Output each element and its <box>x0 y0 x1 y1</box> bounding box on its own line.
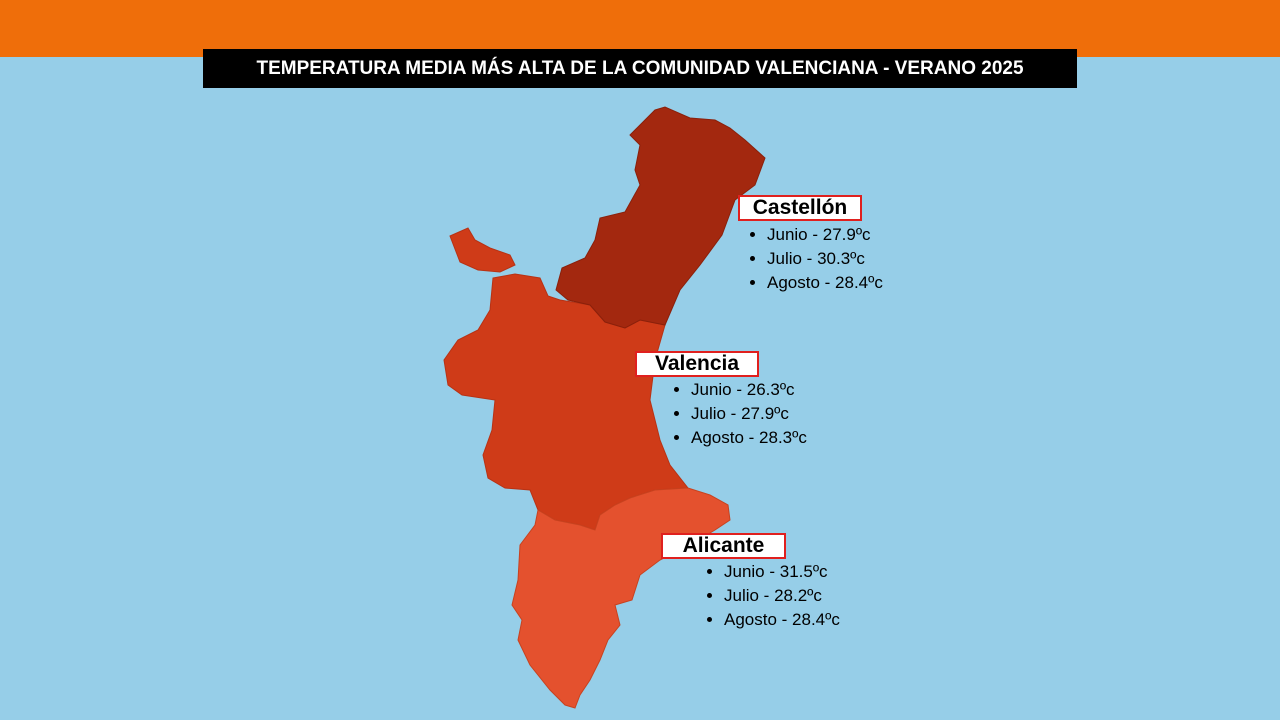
list-item: Junio - 31.5ºc <box>724 560 840 584</box>
list-item: Agosto - 28.4ºc <box>767 271 883 295</box>
list-item: Julio - 30.3ºc <box>767 247 883 271</box>
list-item: Agosto - 28.4ºc <box>724 608 840 632</box>
region-list: Junio - 27.9ºc Julio - 30.3ºc Agosto - 2… <box>747 223 883 295</box>
list-item: Agosto - 28.3ºc <box>691 426 807 450</box>
region-label: Alicante <box>661 533 786 559</box>
region-label: Castellón <box>738 195 862 221</box>
region-alicante <box>511 487 731 709</box>
region-valencia-enclave <box>449 227 516 273</box>
region-castellon <box>555 106 766 329</box>
top-bar <box>0 0 1280 57</box>
region-list: Junio - 26.3ºc Julio - 27.9ºc Agosto - 2… <box>671 378 807 450</box>
region-list: Junio - 31.5ºc Julio - 28.2ºc Agosto - 2… <box>704 560 840 632</box>
region-label: Valencia <box>635 351 759 377</box>
list-item: Julio - 28.2ºc <box>724 584 840 608</box>
list-item: Junio - 27.9ºc <box>767 223 883 247</box>
list-item: Junio - 26.3ºc <box>691 378 807 402</box>
list-item: Julio - 27.9ºc <box>691 402 807 426</box>
title: TEMPERATURA MEDIA MÁS ALTA DE LA COMUNID… <box>203 49 1077 88</box>
